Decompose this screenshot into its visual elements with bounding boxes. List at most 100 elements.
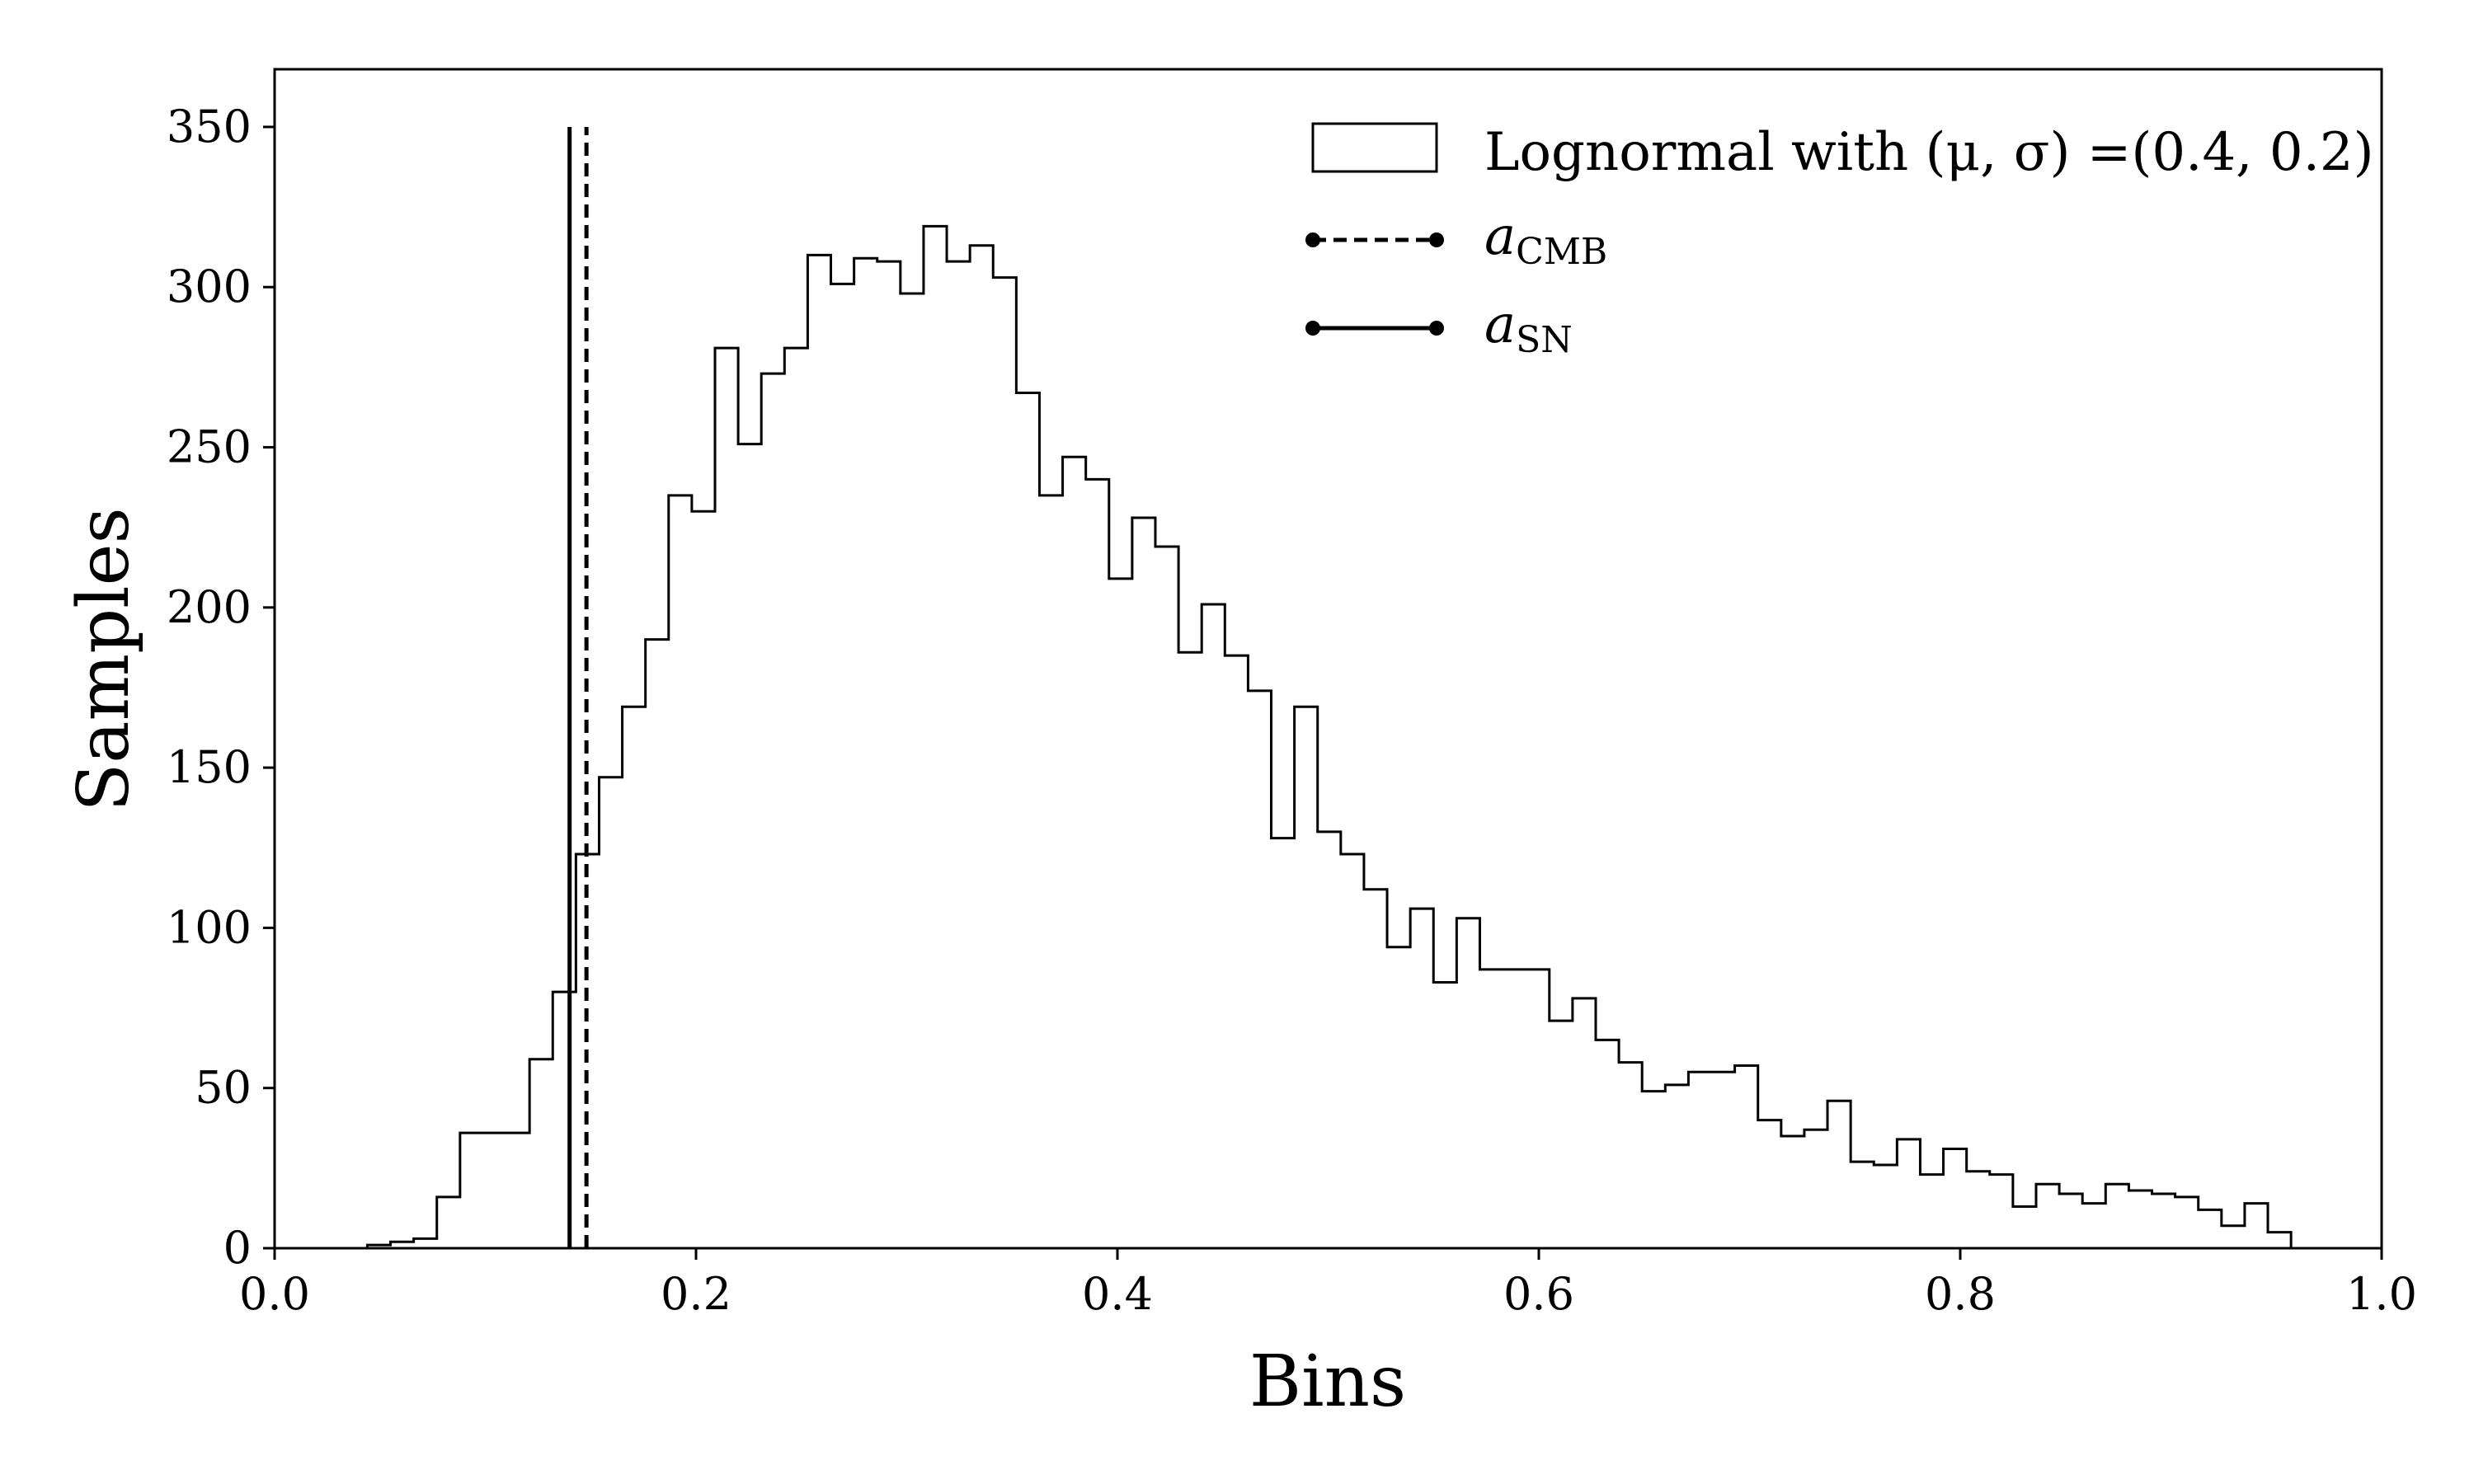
- histogram-bin: [877, 261, 901, 1249]
- histogram-bin: [1271, 838, 1295, 1248]
- histogram-bin: [390, 1242, 414, 1248]
- histogram-bin: [1851, 1162, 1874, 1248]
- histogram-bin: [1016, 392, 1040, 1248]
- histogram-bin: [413, 1238, 437, 1248]
- y-axis-title: Samples: [63, 507, 145, 811]
- histogram-bin: [738, 444, 762, 1248]
- y-tick-label: 100: [167, 901, 252, 953]
- histogram-bin: [1387, 946, 1411, 1248]
- histogram-bin: [923, 226, 948, 1249]
- histogram-bin: [1757, 1120, 1781, 1248]
- reference-lines: [567, 126, 589, 1248]
- y-tick-label: 250: [167, 421, 252, 473]
- histogram-bin: [900, 294, 924, 1248]
- histogram-bin: [1711, 1072, 1735, 1248]
- x-axis-title: Bins: [1249, 1341, 1406, 1423]
- legend-hist-swatch: [1311, 122, 1438, 173]
- legend-cmb-label: aCMB: [1484, 206, 1607, 273]
- histogram-bin: [1479, 969, 1503, 1248]
- histogram-bin: [2082, 1203, 2106, 1248]
- legend-hist-label: Lognormal with (μ, σ) =(0.4, 0.2): [1484, 122, 2374, 183]
- y-tick-label: 350: [167, 101, 252, 153]
- histogram-bin: [2059, 1193, 2083, 1248]
- legend-sn-label: aSN: [1484, 294, 1573, 361]
- x-tick-label: 0.6: [1503, 1268, 1574, 1320]
- histogram-bin: [668, 495, 692, 1248]
- histogram-bin: [1989, 1174, 2013, 1248]
- histogram-bin: [436, 1196, 460, 1248]
- histogram-bin: [1202, 603, 1225, 1248]
- histogram-bin: [807, 255, 831, 1249]
- histogram-outline: [275, 224, 2293, 1250]
- histogram-bin: [1665, 1084, 1689, 1248]
- histogram-bin: [2012, 1206, 2036, 1248]
- histogram-bin: [553, 992, 576, 1248]
- histogram-bin: [2105, 1184, 2129, 1248]
- histogram-bin: [1248, 690, 1272, 1248]
- histogram-bin: [1062, 457, 1086, 1248]
- axes-frame: [273, 68, 2383, 1250]
- histogram-bin: [1456, 918, 1480, 1248]
- y-tick-label: 0: [223, 1222, 252, 1274]
- y-tick-label: 150: [167, 741, 252, 793]
- histogram-bin: [2128, 1190, 2152, 1248]
- y-axis-ticks: 0 50 100 150 200 250 300 350: [167, 101, 275, 1274]
- histogram-bin: [993, 277, 1017, 1248]
- histogram-bin: [1085, 479, 1109, 1248]
- x-tick-label: 1.0: [2346, 1268, 2417, 1320]
- histogram-bin: [506, 1133, 530, 1248]
- histogram-bin: [761, 373, 785, 1249]
- histogram-bin: [1642, 1091, 1666, 1248]
- legend-sn-marker-left: [1305, 321, 1320, 336]
- histogram-bin: [1804, 1129, 1828, 1248]
- histogram-bin: [1433, 982, 1457, 1248]
- histogram-bin: [1039, 495, 1063, 1248]
- histogram-bin: [1108, 578, 1132, 1248]
- x-tick-label: 0.8: [1925, 1268, 1996, 1320]
- histogram-bin: [622, 707, 646, 1248]
- x-tick-label: 0.2: [661, 1268, 731, 1320]
- y-tick-label: 200: [167, 581, 252, 633]
- legend-cmb-marker-left: [1305, 232, 1320, 247]
- y-tick-label: 300: [167, 261, 252, 312]
- histogram-bin: [1363, 889, 1388, 1248]
- histogram-bin: [830, 284, 854, 1248]
- histogram-bin: [1317, 831, 1341, 1248]
- legend-sn-marker-right: [1429, 321, 1444, 336]
- histogram-bin: [1780, 1135, 1804, 1248]
- histogram-bin: [2198, 1209, 2222, 1248]
- histogram-bin: [1131, 518, 1155, 1248]
- legend-cmb-marker-right: [1429, 232, 1444, 247]
- histogram-bin: [2152, 1193, 2175, 1248]
- x-axis-ticks: 0.0 0.2 0.4 0.6 0.8 1.0: [239, 1248, 2417, 1320]
- histogram-bin: [1294, 707, 1318, 1248]
- histogram-bin: [367, 1245, 391, 1248]
- histogram-bin: [1827, 1101, 1851, 1248]
- y-tick-label: 50: [195, 1062, 252, 1114]
- histogram-bin: [2221, 1225, 2245, 1248]
- plot-area: [275, 224, 2293, 1250]
- histogram-bin: [1966, 1171, 1990, 1248]
- histogram-bin: [2244, 1203, 2269, 1248]
- histogram-bin: [1874, 1164, 1898, 1248]
- histogram-bin: [1572, 998, 1596, 1248]
- histogram-bin: [714, 348, 739, 1248]
- histogram-bin: [482, 1133, 507, 1248]
- histogram-bin: [784, 348, 808, 1248]
- histogram-bin: [1410, 909, 1434, 1248]
- histogram-bin: [1178, 652, 1202, 1248]
- x-tick-label: 0.0: [239, 1268, 310, 1320]
- histogram-bin: [1734, 1065, 1758, 1248]
- histogram-bin: [2268, 1232, 2292, 1248]
- histogram-bin: [599, 777, 623, 1248]
- histogram-bin: [947, 261, 971, 1249]
- histogram-bin: [1155, 546, 1179, 1248]
- histogram-bin: [1503, 969, 1526, 1248]
- x-tick-label: 0.4: [1082, 1268, 1153, 1320]
- histogram-bin: [645, 639, 669, 1248]
- histogram-bin: [1897, 1139, 1921, 1248]
- histogram-bin: [1619, 1062, 1643, 1248]
- histogram-bin: [2035, 1184, 2060, 1248]
- legend: Lognormal with (μ, σ) =(0.4, 0.2) aCMB a…: [1305, 122, 2374, 361]
